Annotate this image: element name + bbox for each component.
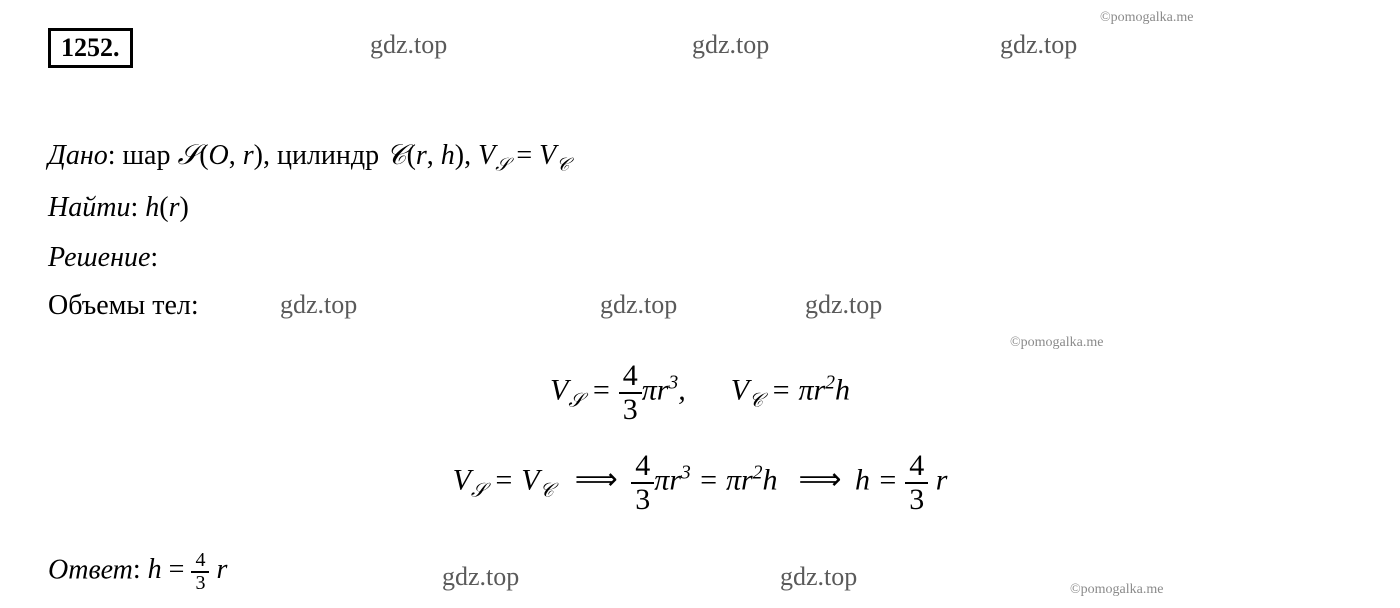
solution-line: Решение:: [48, 242, 158, 274]
watermark-site: gdz.top: [442, 562, 519, 592]
problem-number-box: 1252.: [48, 28, 133, 68]
copyright-text: ©pomogalka.me: [1070, 582, 1163, 598]
copyright-text: ©pomogalka.me: [1100, 10, 1193, 26]
problem-number: 1252.: [61, 33, 120, 62]
solution-label: Решение: [48, 242, 150, 273]
given-body: : шар 𝒮(O, r), цилиндр 𝒞(r, h), V𝒮 = V𝒞: [108, 140, 570, 171]
watermark-site: gdz.top: [370, 30, 447, 60]
watermark-site: gdz.top: [600, 290, 677, 320]
watermark-site: gdz.top: [692, 30, 769, 60]
watermark-site: gdz.top: [1000, 30, 1077, 60]
formula-line-2: V𝒮 = V𝒞 ⟹ 43πr3 = πr2h ⟹ h = 43 r: [0, 450, 1400, 515]
watermark-site: gdz.top: [280, 290, 357, 320]
find-label: Найти: [48, 192, 130, 223]
answer-body: : h = 43 r: [133, 554, 227, 585]
given-line: Дано: шар 𝒮(O, r), цилиндр 𝒞(r, h), V𝒮 =…: [48, 140, 569, 176]
find-line: Найти: h(r): [48, 192, 189, 224]
find-body: : h(r): [130, 192, 188, 223]
given-label: Дано: [48, 140, 108, 171]
formula-line-1: V𝒮 = 43πr3, V𝒞 = πr2h: [0, 360, 1400, 425]
watermark-site: gdz.top: [805, 290, 882, 320]
solution-colon: :: [150, 242, 158, 273]
copyright-text: ©pomogalka.me: [1010, 335, 1103, 351]
volumes-label: Объемы тел:: [48, 290, 199, 322]
answer-line: Ответ: h = 43 r: [48, 550, 227, 594]
answer-label: Ответ: [48, 554, 133, 585]
watermark-site: gdz.top: [780, 562, 857, 592]
